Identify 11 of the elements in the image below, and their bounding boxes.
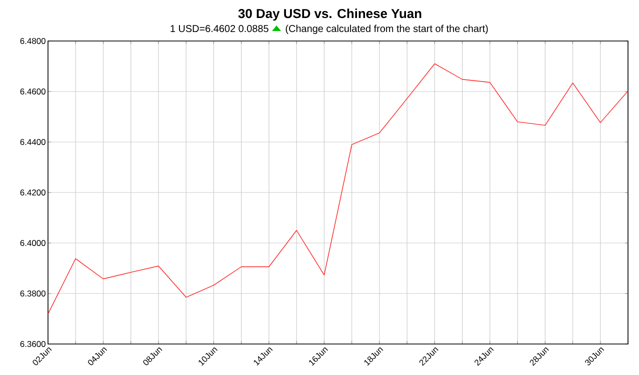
y-tick-label: 6.4400 — [20, 139, 46, 145]
y-tick-label: 6.4600 — [20, 88, 46, 94]
y-tick-label: 6.3800 — [20, 290, 46, 296]
y-tick-label: 6.4000 — [20, 240, 46, 246]
chart-subtitle: 1 USD=6.4602 0.0885 — [170, 25, 268, 32]
chart-title: 30 Day USD vs. Chinese Yuan — [238, 8, 422, 21]
line-series — [48, 63, 628, 314]
text: (Change calculated from the start of the chart) — [286, 24, 488, 34]
y-tick-label: 6.3600 — [20, 341, 46, 347]
y-tick-label: 6.4200 — [20, 190, 46, 196]
y-tick-label: 6.4800 — [20, 38, 46, 44]
